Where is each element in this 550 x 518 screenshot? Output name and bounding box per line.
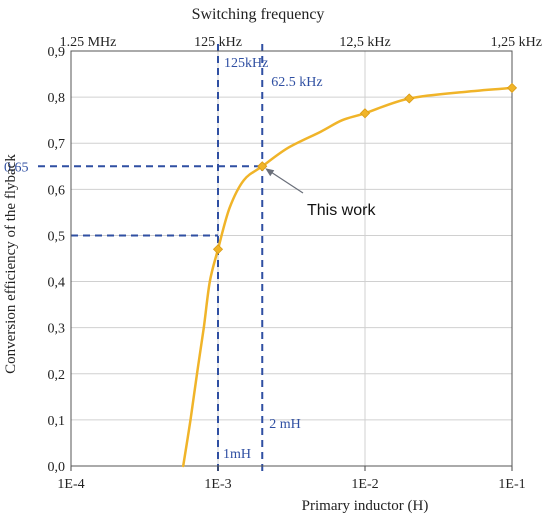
reference-line-top-label: 125kHz xyxy=(224,56,268,71)
y-tick-label: 0,7 xyxy=(48,137,66,152)
annotation-arrow-head xyxy=(265,168,275,177)
y-tick-label: 0,4 xyxy=(48,276,66,291)
annotation-arrow-line xyxy=(267,169,304,194)
x-tick-label: 1E-2 xyxy=(351,477,378,492)
reference-line-top-label: 62.5 kHz xyxy=(271,75,322,90)
top-axis-tick-label: 1.25 MHz xyxy=(60,35,117,50)
y-tick-label: 0,5 xyxy=(48,229,66,244)
data-point-marker xyxy=(257,161,268,172)
top-axis-tick-label: 125 kHz xyxy=(194,35,242,50)
top-axis-tick-label: 1,25 kHz xyxy=(491,35,542,50)
reference-lines: 1mH 125kHz 2 mH 62.5 kHz 0.65 xyxy=(4,44,323,472)
reference-line-value-label: 0.65 xyxy=(4,160,29,175)
y-tick-label: 0,3 xyxy=(48,322,66,337)
plot-frame xyxy=(70,50,513,467)
y-tick-label: 0,0 xyxy=(48,460,66,475)
data-point-marker xyxy=(359,108,371,119)
x-tick-label: 1E-4 xyxy=(57,477,84,492)
y-axis-label: Conversion efficiency of the flyback xyxy=(3,154,19,374)
y-tick-label: 0,1 xyxy=(48,414,66,429)
top-axis-tick-label: 12,5 kHz xyxy=(339,35,390,50)
tick-labels: 0,0 0,1 0,2 0,3 0,4 0,5 0,6 0,7 0,8 0,9 1E-4 1E-3 1E… xyxy=(48,35,543,492)
annotation-text: This work xyxy=(307,202,376,219)
y-tick-label: 0,6 xyxy=(48,183,66,198)
efficiency-curve xyxy=(181,86,514,468)
x-tick-label: 1E-3 xyxy=(204,477,231,492)
chart-title: Switching frequency xyxy=(192,6,325,23)
data-point-marker xyxy=(404,93,415,104)
reference-line-label: 2 mH xyxy=(269,417,301,432)
annotations: This work xyxy=(265,168,376,219)
y-tick-label: 0,2 xyxy=(48,368,66,383)
y-tick-label: 0,8 xyxy=(48,91,66,106)
y-tick-label: 0,9 xyxy=(48,45,66,60)
data-point-marker xyxy=(506,82,518,93)
grid xyxy=(71,50,512,466)
data-point-marker xyxy=(212,244,224,255)
x-tick-label: 1E-1 xyxy=(498,477,525,492)
axes xyxy=(70,50,513,471)
reference-line-label: 1mH xyxy=(223,447,251,462)
x-axis-label: Primary inductor (H) xyxy=(302,498,429,514)
series xyxy=(181,82,518,468)
